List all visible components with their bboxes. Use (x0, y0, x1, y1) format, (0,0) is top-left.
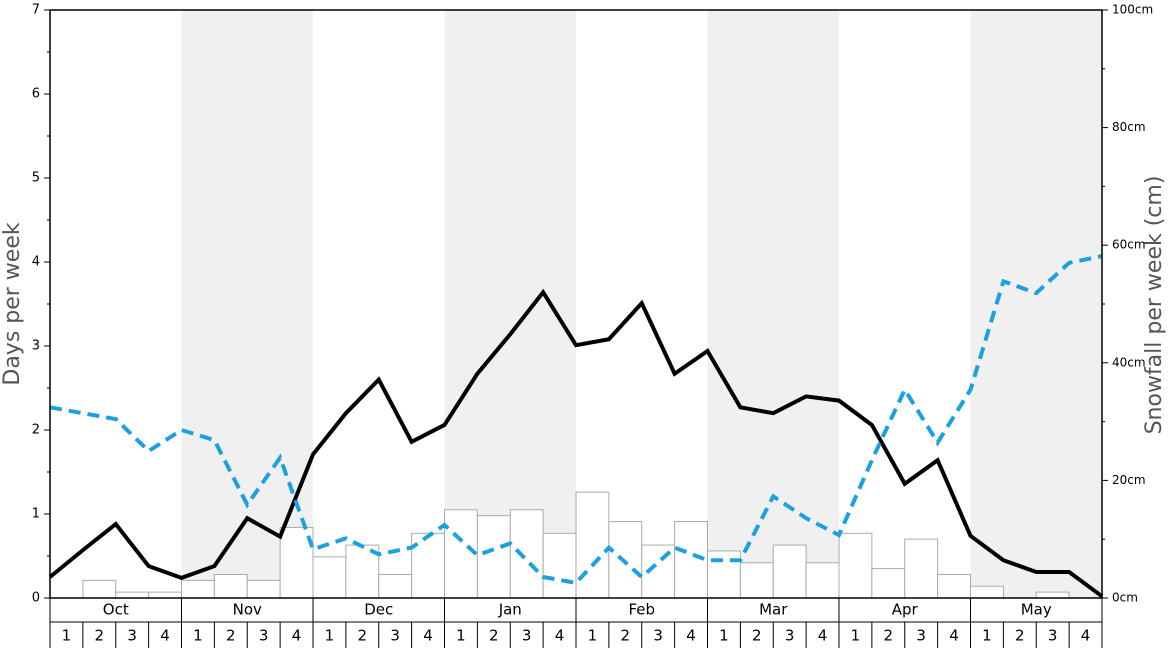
week-label: 4 (949, 627, 959, 645)
week-label: 2 (358, 627, 368, 645)
week-label: 3 (916, 627, 926, 645)
bar (476, 515, 511, 599)
week-label: 4 (292, 627, 302, 645)
month-label: Feb (628, 601, 655, 619)
bar (246, 579, 281, 599)
week-label: 4 (1081, 627, 1091, 645)
month-label: May (1021, 601, 1052, 619)
bar (82, 579, 117, 599)
month-label: Nov (233, 601, 262, 619)
y2-tick-label: 0cm (1112, 591, 1138, 605)
bar (148, 591, 182, 599)
bar (542, 532, 577, 599)
y2-tick-label: 100cm (1112, 3, 1153, 17)
line-series (49, 254, 1103, 586)
bar (904, 538, 939, 599)
y2-tick-label: 80cm (1112, 120, 1146, 134)
month-shade (707, 10, 839, 598)
week-label: 1 (982, 627, 992, 645)
y-tick-label: 3 (32, 339, 40, 354)
bar (1035, 591, 1070, 599)
month-label: Jan (498, 601, 522, 619)
bar (739, 562, 774, 599)
week-label: 2 (489, 627, 499, 645)
bar (312, 556, 347, 599)
y-tick-label: 0 (32, 591, 40, 606)
week-label: 2 (621, 627, 631, 645)
week-label: 3 (785, 627, 795, 645)
week-label: 1 (588, 627, 598, 645)
month-shade (444, 10, 576, 598)
bar (707, 550, 741, 599)
y-tick-label: 4 (32, 255, 40, 270)
month-label: Apr (892, 601, 919, 619)
y-axis-title: Days per week (0, 222, 25, 385)
week-label: 3 (522, 627, 532, 645)
bar (805, 562, 840, 599)
bar (937, 573, 971, 599)
y-tick-label: 6 (32, 87, 40, 102)
month-shade (181, 10, 313, 598)
week-label: 1 (719, 627, 729, 645)
week-label: 2 (95, 627, 105, 645)
bar (378, 573, 413, 599)
week-label: 3 (653, 627, 663, 645)
y-tick-label: 5 (32, 171, 40, 186)
week-label: 4 (818, 627, 828, 645)
y2-tick-label: 40cm (1112, 355, 1146, 369)
bar (838, 532, 873, 599)
bar (213, 573, 248, 599)
week-label: 1 (193, 627, 203, 645)
week-label: 1 (456, 627, 466, 645)
y-tick-label: 7 (32, 3, 40, 18)
week-label: 3 (127, 627, 137, 645)
line-series (48, 288, 1104, 598)
bar (772, 544, 807, 599)
y2-tick-label: 20cm (1112, 473, 1146, 487)
bar (444, 509, 478, 599)
y2-tick-label: 60cm (1112, 238, 1146, 252)
week-label: 4 (555, 627, 565, 645)
week-label: 3 (259, 627, 269, 645)
month-label: Oct (103, 601, 129, 619)
bar (115, 591, 150, 599)
bar (181, 579, 215, 599)
week-label: 4 (160, 627, 170, 645)
bar (970, 585, 1004, 599)
week-label: 3 (1048, 627, 1058, 645)
bar (575, 491, 610, 599)
bar (871, 568, 906, 599)
week-label: 2 (884, 627, 894, 645)
bar (509, 509, 544, 599)
week-label: 2 (1015, 627, 1025, 645)
week-label: 1 (851, 627, 861, 645)
week-label: 2 (752, 627, 762, 645)
week-label: 2 (226, 627, 236, 645)
week-label: 3 (390, 627, 400, 645)
week-label: 4 (423, 627, 433, 645)
week-label: 1 (325, 627, 335, 645)
y-tick-label: 1 (32, 507, 40, 522)
week-label: 4 (686, 627, 696, 645)
month-label: Mar (759, 601, 788, 619)
month-shade (970, 10, 1102, 598)
week-label: 1 (62, 627, 72, 645)
y-tick-label: 2 (32, 423, 40, 438)
y2-axis-title: Snowfall per week (cm) (1142, 176, 1167, 435)
month-label: Dec (364, 601, 393, 619)
